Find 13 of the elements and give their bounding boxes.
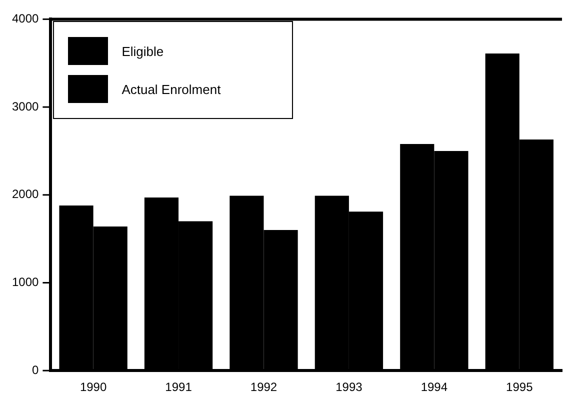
y-tick-label: 1000	[12, 275, 40, 290]
y-tick-label: 3000	[12, 99, 40, 114]
legend-label: Eligible	[122, 44, 164, 59]
y-tick-label: 4000	[12, 12, 40, 26]
x-tick-label: 1991	[165, 380, 192, 394]
x-tick-label: 1994	[420, 380, 448, 394]
x-tick-label: 1993	[336, 380, 363, 394]
x-tick-label: 1995	[506, 380, 534, 394]
x-tick-label: 1992	[250, 380, 278, 394]
legend-label: Actual Enrolment	[122, 82, 221, 97]
y-tick-label: 0	[32, 362, 40, 377]
x-tick-label: 1990	[80, 380, 107, 394]
y-tick-label: 2000	[12, 187, 40, 202]
